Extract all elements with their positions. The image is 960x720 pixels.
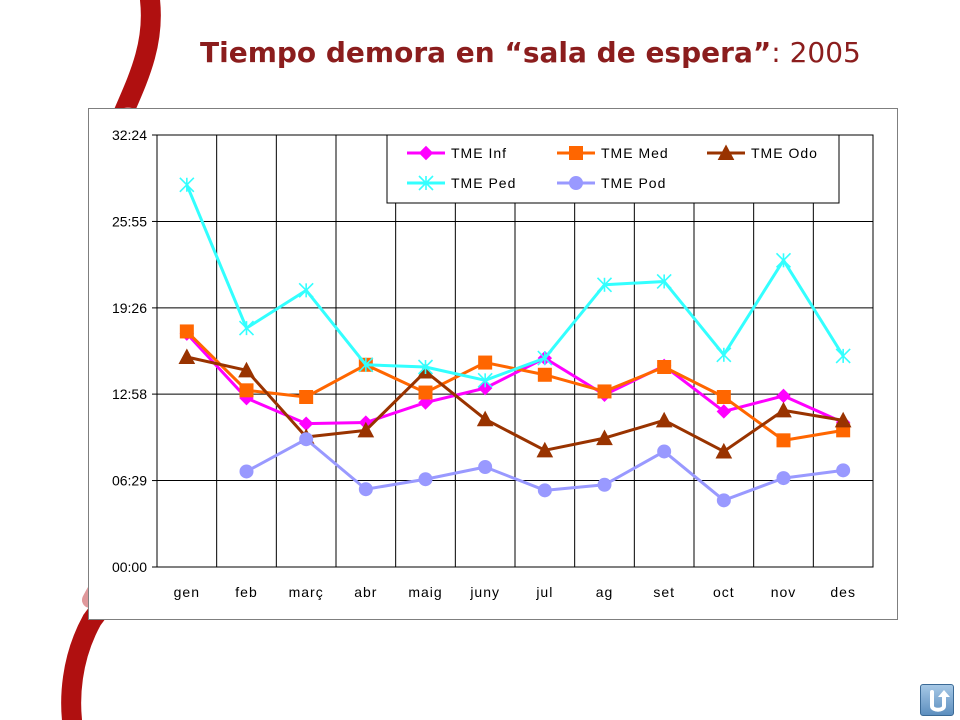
data-point [179,177,195,193]
data-point [417,359,434,375]
x-tick-label: oct [713,584,735,600]
data-point [357,421,375,438]
legend-swatch-marker [717,144,735,160]
page-title-year: : 2005 [771,36,861,69]
x-tick-label: gen [174,584,200,600]
return-arrow-icon [930,690,950,712]
legend-label: TME Ped [451,175,516,191]
x-tick-label: març [289,584,324,600]
x-tick-label: des [830,584,856,600]
page-title: Tiempo demora en “sala de espera”: 2005 [200,28,861,78]
data-point [358,482,373,497]
data-point [597,384,612,399]
x-tick-label: jul [535,584,553,600]
data-point [238,320,255,336]
series-line [186,355,844,453]
data-point [238,361,255,378]
data-point [656,273,672,290]
x-tick-label: nov [771,584,797,600]
data-point [536,441,554,458]
y-tick-label: 32:24 [112,127,147,143]
data-point [239,383,254,398]
data-point [716,347,732,363]
legend-swatch-marker [569,146,583,160]
legend-item: TME Inf [407,145,507,161]
return-button[interactable] [920,684,954,716]
y-tick-label: 12:58 [112,386,147,402]
series-line [185,184,845,382]
data-point [418,385,433,400]
legend: TME Inf TME Med TME Odo TME Ped TME Pod [386,134,840,204]
data-point [716,493,731,508]
legend-item: TME Pod [557,175,666,191]
legend-label: TME Pod [601,175,666,191]
data-point [775,401,792,418]
data-point [715,442,733,459]
data-point [776,433,791,448]
data-point [298,282,314,298]
data-point [358,357,374,373]
data-point [477,380,493,396]
legend-swatch-marker [569,176,583,190]
data-point [836,463,851,478]
legend-label: TME Odo [751,145,818,161]
x-tick-label: set [653,584,675,600]
data-point [835,348,851,364]
data-point [834,411,852,428]
line-chart: 00:00 06:29 12:58 19:26 25:55 32:24 gen feb març… [88,108,898,620]
x-tick-label: abr [354,584,377,600]
x-tick-label: feb [235,584,257,600]
legend-item: TME Ped [407,175,516,191]
data-point [716,404,732,419]
y-tick-label: 19:26 [112,300,147,316]
data-point [597,477,612,492]
data-point [478,355,493,370]
data-point [596,277,613,293]
data-point [477,372,493,388]
data-point [775,252,792,268]
x-tick-label: ag [596,584,614,600]
y-tick-label: 25:55 [112,213,147,229]
data-point [476,410,494,427]
legend-box [386,134,840,204]
legend-item: TME Odo [707,144,818,161]
series-line [185,332,844,426]
legend-label: TME Inf [451,145,507,161]
chart-canvas: 00:00 06:29 12:58 19:26 25:55 32:24 gen feb març… [112,127,874,600]
x-tick-label: maig [408,584,442,600]
legend-swatch-marker [418,175,434,191]
data-point [299,390,314,404]
page-title-main: Tiempo demora en “sala de espera” [200,36,772,69]
data-point [537,483,552,498]
legend-item: TME Med [557,145,669,161]
series-tme-pod [239,432,851,508]
series-tme-ped [179,177,851,388]
data-point [657,360,672,374]
data-point [655,411,673,428]
x-tick-label: juny [469,584,500,600]
legend-label: TME Med [601,145,669,161]
y-tick-label: 00:00 [112,559,147,575]
y-tick-label: 06:29 [112,473,147,489]
legend-swatch-marker [418,145,434,161]
data-point [657,444,672,459]
data-point [776,471,791,486]
data-point [537,350,553,366]
data-point [418,472,433,487]
data-point [478,460,493,474]
data-point [178,348,196,364]
data-point [537,367,552,382]
data-point [716,390,731,404]
data-point [596,429,613,446]
data-point [239,464,254,479]
data-point [179,324,194,339]
data-point [299,432,314,447]
